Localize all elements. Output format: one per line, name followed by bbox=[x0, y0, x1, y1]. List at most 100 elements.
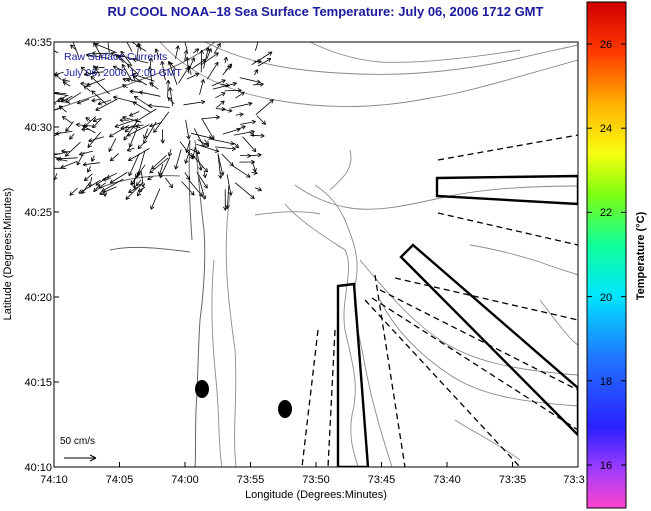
current-vector-head bbox=[126, 77, 131, 80]
current-vector-head bbox=[121, 32, 124, 34]
current-vector bbox=[121, 64, 133, 82]
current-vector-head bbox=[218, 174, 222, 179]
current-vector-head bbox=[143, 135, 148, 140]
current-vector-head bbox=[249, 134, 255, 137]
current-vector-head bbox=[113, 95, 118, 98]
current-vector-head bbox=[80, 66, 83, 71]
station-marker-1 bbox=[195, 380, 209, 398]
current-vector bbox=[220, 83, 230, 87]
current-vector-head bbox=[237, 143, 239, 148]
current-vector bbox=[159, 157, 171, 178]
current-vector bbox=[195, 147, 202, 171]
current-vector-head bbox=[120, 125, 125, 129]
current-vector-head bbox=[192, 155, 194, 160]
current-vector-head bbox=[160, 61, 163, 66]
current-vector-head bbox=[190, 193, 195, 196]
y-tick-label-1: 40:30 bbox=[24, 122, 52, 134]
current-vector-head bbox=[127, 64, 130, 69]
current-vector-head bbox=[168, 153, 173, 157]
current-vector-head bbox=[203, 170, 208, 173]
current-vector-head bbox=[40, 90, 44, 92]
current-vector-head bbox=[70, 44, 75, 47]
current-vector bbox=[201, 118, 215, 140]
current-vector-head bbox=[97, 103, 102, 106]
current-vector bbox=[161, 61, 166, 81]
current-vector bbox=[198, 177, 206, 200]
current-vector bbox=[167, 80, 169, 98]
current-vector-head bbox=[129, 89, 134, 92]
current-vector bbox=[151, 155, 167, 170]
current-vector-head bbox=[185, 66, 189, 70]
current-vector bbox=[184, 50, 188, 61]
current-vector-head bbox=[184, 159, 186, 164]
current-vector bbox=[200, 52, 219, 66]
current-vector-head bbox=[227, 63, 232, 66]
current-vector bbox=[188, 65, 192, 75]
map-title: RU COOL NOAA–18 Sea Surface Temperature:… bbox=[107, 4, 544, 19]
colorbar-label: Temperature (°C) bbox=[635, 211, 647, 300]
current-vector-head bbox=[115, 54, 118, 60]
current-vector-head bbox=[70, 44, 73, 49]
current-vector bbox=[222, 63, 233, 76]
current-vector-head bbox=[201, 101, 206, 105]
current-vector bbox=[61, 95, 73, 103]
current-vector-head bbox=[186, 177, 190, 181]
current-vector-head bbox=[130, 182, 135, 186]
current-vector-head bbox=[61, 116, 65, 121]
current-vector bbox=[108, 138, 117, 152]
current-vector-head bbox=[159, 175, 164, 179]
temperature-colorbar: 26 24 22 20 18 16 Temperature (°C) bbox=[586, 1, 647, 509]
current-vector-head bbox=[260, 133, 265, 137]
current-vector-head bbox=[251, 150, 257, 153]
current-vector bbox=[60, 161, 78, 169]
current-vector-head bbox=[93, 120, 98, 123]
colorbar-tick-label-0: 26 bbox=[600, 39, 612, 51]
current-vector bbox=[54, 107, 63, 111]
current-vector-head bbox=[257, 152, 262, 156]
current-vector-head bbox=[260, 135, 265, 139]
current-vector-head bbox=[137, 147, 142, 150]
current-vector bbox=[76, 151, 85, 166]
current-vector-head bbox=[93, 187, 95, 192]
current-vector-head bbox=[88, 140, 93, 143]
station-marker-2 bbox=[278, 400, 292, 418]
current-vector-head bbox=[65, 127, 67, 132]
current-vector-head bbox=[203, 79, 205, 84]
current-vector-head bbox=[234, 146, 239, 149]
current-vector bbox=[236, 125, 246, 130]
current-vector-head bbox=[132, 125, 136, 129]
current-vector bbox=[196, 143, 220, 152]
current-vector bbox=[155, 48, 160, 58]
current-vector-head bbox=[50, 152, 54, 154]
current-vector-head bbox=[242, 91, 245, 96]
current-vector-head bbox=[230, 191, 233, 196]
current-vector-head bbox=[81, 66, 86, 69]
current-vector bbox=[212, 82, 237, 90]
current-vector bbox=[123, 120, 138, 141]
current-vector-head bbox=[94, 43, 98, 48]
current-vector-head bbox=[132, 124, 137, 127]
current-vector-head bbox=[231, 148, 236, 151]
current-vector-head bbox=[199, 49, 203, 54]
current-vector-head bbox=[42, 91, 46, 93]
current-vector-head bbox=[169, 61, 174, 64]
current-vector bbox=[200, 50, 203, 73]
current-vector bbox=[216, 100, 225, 109]
current-vector-head bbox=[54, 177, 58, 181]
current-vector bbox=[65, 92, 82, 103]
current-vector-head bbox=[258, 33, 261, 36]
x-tick-label-8: 73:3 bbox=[563, 474, 584, 486]
current-vector-head bbox=[167, 152, 170, 157]
current-vector-head bbox=[124, 128, 127, 133]
current-vector-head bbox=[90, 75, 95, 78]
current-vector-head bbox=[183, 49, 188, 54]
current-vector-head bbox=[48, 155, 51, 158]
current-vector bbox=[135, 124, 144, 127]
current-vector bbox=[191, 132, 213, 139]
current-vector bbox=[149, 157, 169, 174]
current-vector-head bbox=[226, 56, 228, 62]
current-vector-head bbox=[188, 65, 192, 69]
current-vector bbox=[206, 61, 219, 80]
current-vector-head bbox=[215, 115, 220, 118]
current-vector-head bbox=[122, 116, 126, 121]
